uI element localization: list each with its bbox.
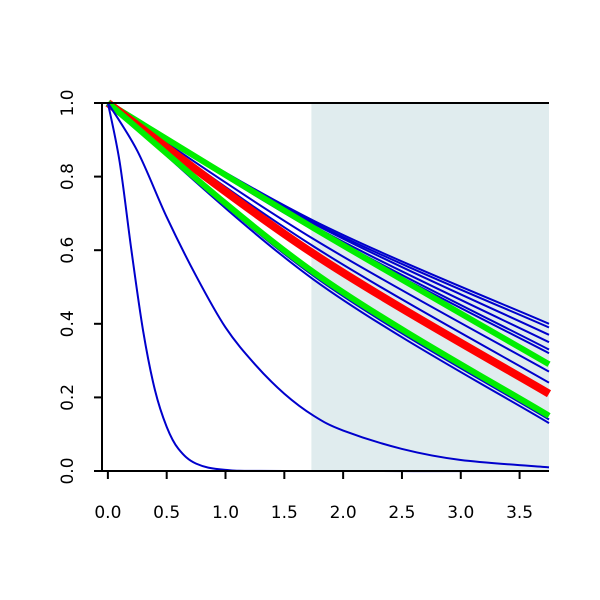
x-tick-label: 1.5 <box>271 503 298 523</box>
x-tick-label: 0.5 <box>153 503 180 523</box>
y-tick-label: 1.0 <box>58 89 78 116</box>
series-line-14 <box>107 102 550 469</box>
series-line-11 <box>106 100 551 367</box>
shaded-region-layer <box>311 103 549 471</box>
x-tick-label: 2.5 <box>388 503 415 523</box>
axis-layer: 0.0 0.5 1.0 1.5 2.0 2.5 3.0 3.5 0.0 0.2 0.4 0.6 0.8 1… <box>58 89 549 523</box>
y-tick-label: 0.8 <box>58 163 78 190</box>
x-tick-label: 2.0 <box>330 503 357 523</box>
y-tick-label: 0.6 <box>58 237 78 264</box>
series-line-13 <box>105 100 551 419</box>
x-tick-label: 3.0 <box>447 503 474 523</box>
y-tick-label: 0.2 <box>58 384 78 411</box>
x-tick-label: 3.5 <box>506 503 533 523</box>
shaded-region <box>311 103 549 471</box>
series-layer <box>105 99 552 473</box>
y-tick-label: 0.4 <box>58 310 78 337</box>
x-tick-label: 0.0 <box>94 503 121 523</box>
series-line-12 <box>105 99 552 398</box>
x-tick-label: 1.0 <box>212 503 239 523</box>
y-tick-label: 0.0 <box>58 457 78 484</box>
